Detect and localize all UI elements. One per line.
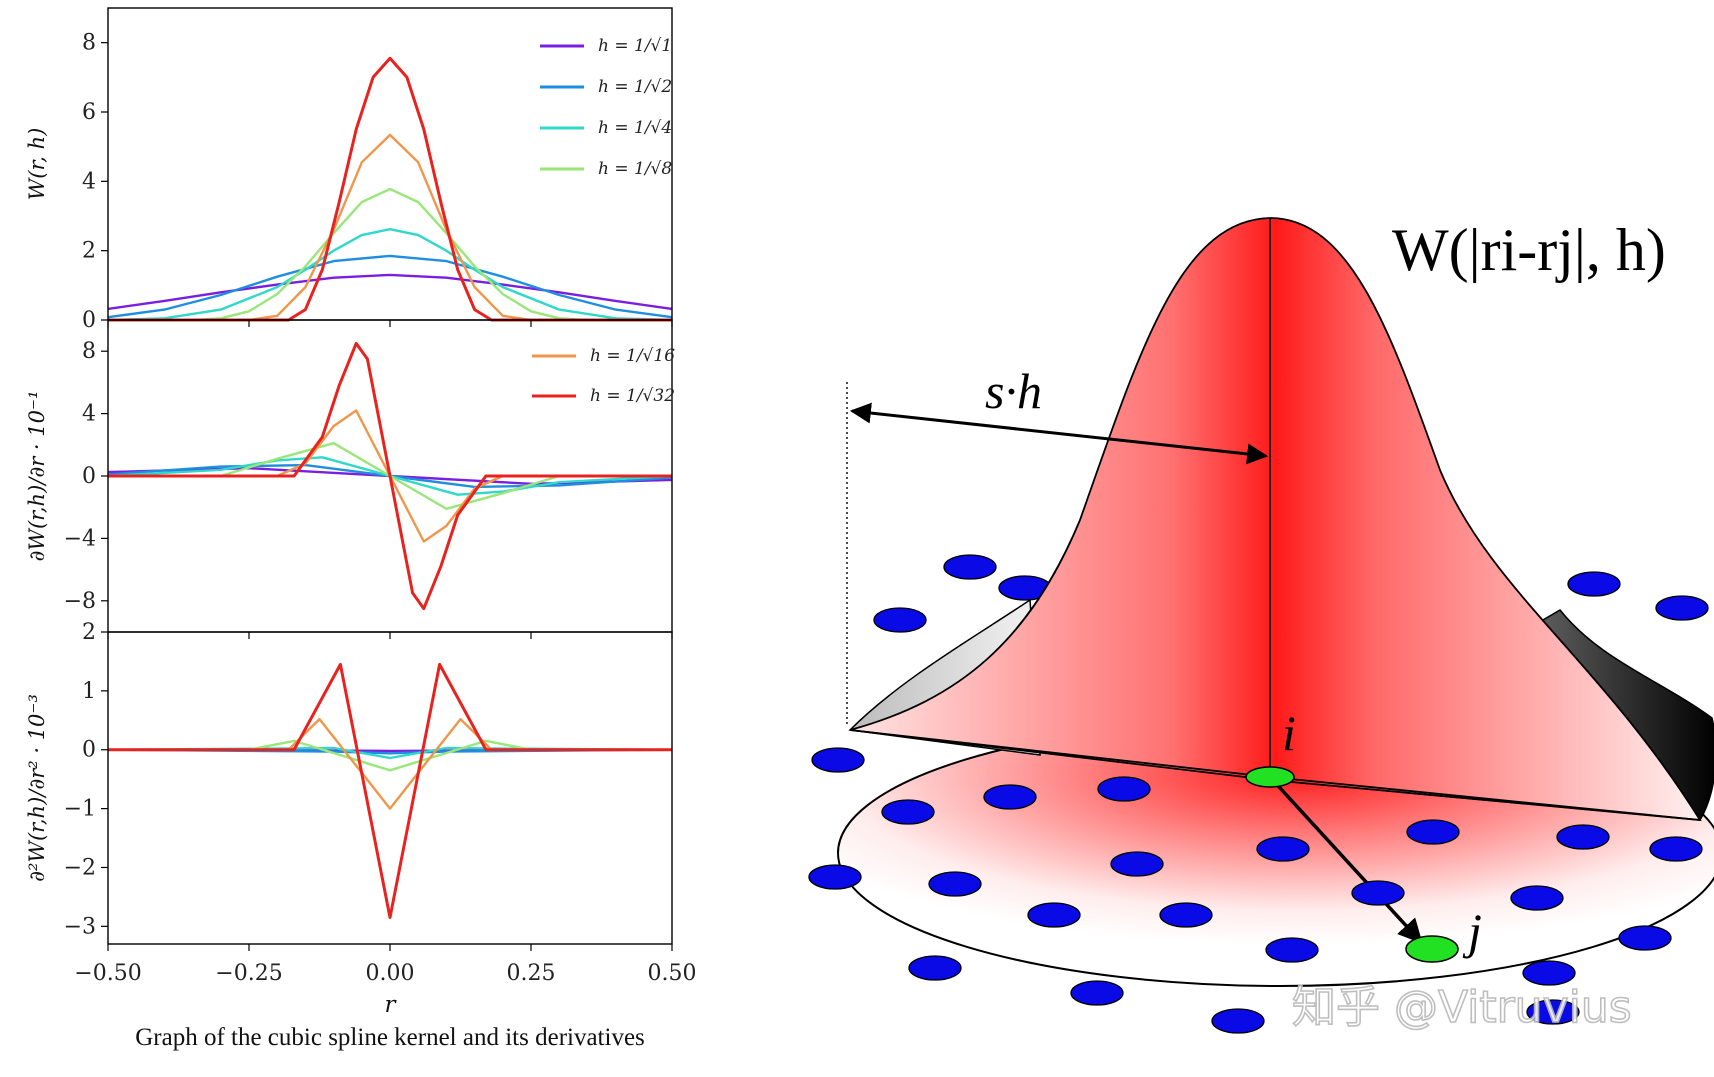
x-tick-label: 0.00: [366, 961, 415, 986]
cut-line-left: [849, 729, 1271, 778]
y-tick-label: −1: [64, 797, 96, 822]
particle: [1567, 571, 1621, 597]
watermark: 知乎 @Vitruvius: [1292, 982, 1632, 1033]
legend-entry: h = 1/√4: [598, 118, 672, 138]
particle: [1655, 595, 1709, 621]
y-tick-label: 0: [82, 464, 96, 489]
particle: [1097, 776, 1151, 802]
series-line-6: [108, 56, 672, 322]
particle: [881, 799, 935, 825]
series-line-2: [107, 254, 673, 319]
particle: [1510, 885, 1564, 911]
particle: [983, 784, 1037, 810]
figure-caption: Graph of the cubic spline kernel and its…: [135, 1024, 645, 1051]
y-tick-label: 4: [82, 169, 96, 194]
kernel-diagram: W(|ri-rj|, h) s·h i j 知乎 @Vitruvius: [808, 217, 1714, 1034]
series-line-4: [108, 187, 672, 322]
y-tick-label: 1: [82, 679, 96, 704]
y-axis-label: ∂W(r,h)/∂r · 10⁻¹: [25, 391, 49, 562]
series-line-5: [108, 717, 672, 810]
particle: [1649, 836, 1703, 862]
kernel-bell: [849, 217, 1702, 822]
particle: [873, 607, 927, 633]
y-tick-label: 2: [82, 620, 96, 645]
legend-entry: h = 1/√32: [590, 386, 675, 406]
particle: [1256, 836, 1310, 862]
particle: [808, 864, 862, 890]
support-label: s·h: [985, 363, 1042, 419]
support-radius-arrow: [849, 402, 1269, 465]
particle: [1027, 902, 1081, 928]
x-tick-label: −0.50: [74, 961, 141, 986]
legend-entry: h = 1/√2: [598, 77, 672, 97]
y-tick-label: 4: [82, 402, 96, 427]
particle: [1526, 999, 1580, 1025]
series-line-3: [107, 228, 673, 322]
y-tick-label: −3: [64, 914, 96, 939]
y-tick-label: −8: [64, 589, 96, 614]
x-tick-label: 0.25: [507, 961, 556, 986]
particle: [908, 955, 962, 981]
particle: [928, 871, 982, 897]
axes-frame: [107, 631, 673, 945]
y-tick-label: 8: [82, 31, 96, 56]
y-tick-label: −2: [64, 855, 96, 880]
particle: [1265, 937, 1319, 963]
particle: [1110, 851, 1164, 877]
particle: [943, 554, 997, 580]
kernel-label: W(|ri-rj|, h): [1392, 217, 1666, 283]
x-tick-label: 0.50: [648, 961, 697, 986]
i-to-j-arrow: [1268, 775, 1423, 944]
particle: [1556, 824, 1610, 850]
cut-line-right: [1269, 776, 1701, 821]
series-line-6: [108, 662, 672, 919]
x-axis-label: r: [385, 992, 398, 1018]
x-tick-label: −0.25: [215, 961, 282, 986]
legend-entry: h = 1/√16: [590, 346, 675, 366]
y-tick-label: 8: [82, 339, 96, 364]
legend-entry: h = 1/√1: [598, 36, 672, 56]
kernel-plots: 0 2 4 6 8 W(r, h) h = 1/√1 h = 1/√2 h = 1/√4 h = …: [25, 7, 696, 1018]
y-tick-label: 0: [82, 308, 96, 333]
series-line-4: [108, 739, 672, 772]
particles-front: [808, 747, 1703, 1034]
particle: [1522, 960, 1576, 986]
series-line-1: [107, 273, 673, 311]
particle: [811, 747, 865, 773]
y-tick-label: 0: [82, 738, 96, 763]
kernel-label-text: W(|ri-rj|, h): [1392, 217, 1666, 283]
plot-panel-top: 0 2 4 6 8 W(r, h) h = 1/√1 h = 1/√2 h = 1/√4 h = …: [25, 7, 673, 333]
legend-entry: h = 1/√8: [598, 159, 672, 179]
particle: [1618, 925, 1672, 951]
plot-panel-bottom: −3 −2 −1 0 1 2 −0.50 −0.25 0.00 0.25 0.50 ∂²W(r,h)/…: [25, 620, 696, 1018]
plot-panel-middle: −8 −4 0 4 8 ∂W(r,h)/∂r · 10⁻¹ h = 1/√16 h = 1/√…: [25, 319, 675, 639]
y-axis-label: ∂²W(r,h)/∂r² · 10⁻³: [25, 694, 49, 882]
axes-frame: [107, 7, 673, 321]
y-tick-label: −4: [64, 526, 96, 551]
particle-i-label: i: [1282, 705, 1296, 761]
particle: [1351, 880, 1405, 906]
y-tick-label: 6: [82, 100, 96, 125]
particle-i: [1245, 766, 1295, 788]
y-tick-label: 2: [82, 239, 96, 264]
particle: [1070, 980, 1124, 1006]
particle: [1159, 902, 1213, 928]
particles-back: [873, 554, 1709, 633]
series-line-6: [108, 341, 672, 611]
particle: [1211, 1008, 1265, 1034]
particle: [1406, 819, 1460, 845]
series-line-5: [108, 133, 672, 322]
y-axis-label: W(r, h): [25, 128, 49, 201]
particle-j: [1405, 935, 1459, 963]
